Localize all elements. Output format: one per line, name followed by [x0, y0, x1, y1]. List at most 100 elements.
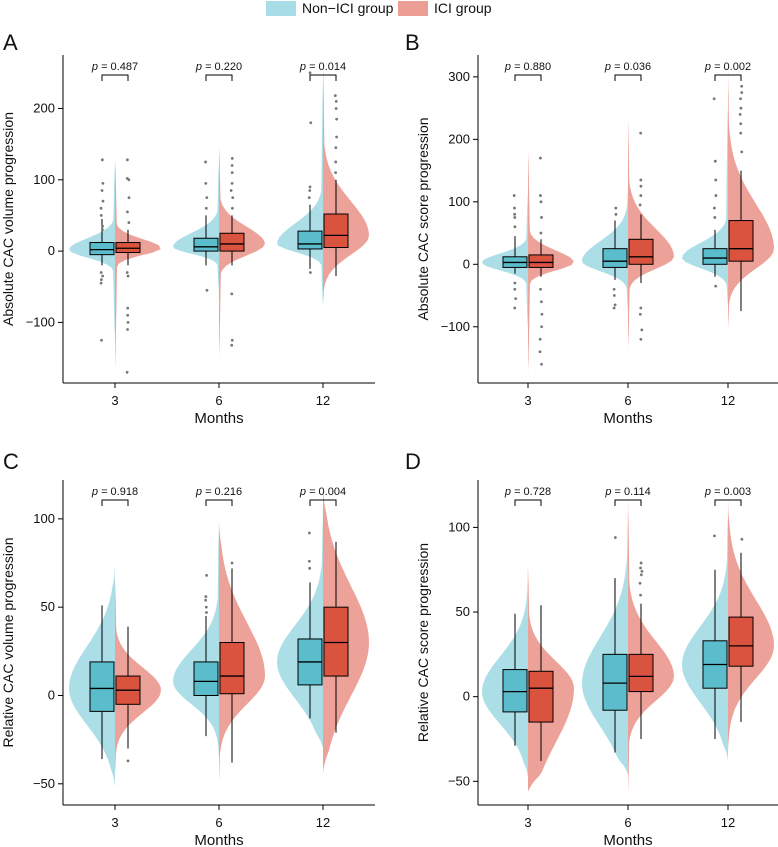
x-tick-label: 6 — [624, 815, 631, 830]
outlier-point-ici — [539, 288, 542, 291]
panel-label-a: A — [3, 30, 18, 55]
x-tick-label: 12 — [316, 815, 330, 830]
outlier-point-ici — [740, 107, 743, 110]
legend-label-ici: ICI group — [434, 0, 492, 16]
outlier-point-non-ici — [308, 189, 311, 192]
outlier-point-ici — [231, 157, 234, 160]
outlier-point-non-ici — [205, 196, 208, 199]
p-symbol: p — [91, 486, 98, 498]
outlier-point-non-ici — [514, 225, 517, 228]
x-axis-label: Months — [194, 410, 243, 427]
y-tick-label: 0 — [463, 689, 470, 704]
panel-a-chart: −1000100200Absolute CAC volume progressi… — [0, 55, 375, 427]
p-symbol: p — [504, 61, 511, 73]
p-value-label: p = 0.114 — [604, 486, 650, 498]
box-ici — [116, 243, 140, 253]
p-symbol: p — [604, 486, 611, 498]
outlier-point-ici — [639, 313, 642, 316]
outlier-point-non-ici — [713, 534, 716, 537]
outlier-point-non-ici — [205, 574, 208, 577]
violin-non-ici — [173, 517, 219, 763]
p-symbol: p — [91, 61, 98, 73]
outlier-point-non-ici — [714, 285, 717, 288]
panel-b-chart: −1000100200300Absolute CAC score progres… — [415, 55, 778, 427]
outlier-point-ici — [334, 94, 337, 97]
p-value-bracket — [102, 75, 128, 81]
outlier-point-ici — [639, 594, 642, 597]
p-value-label: p = 0.728 — [504, 486, 551, 498]
outlier-point-non-ici — [309, 121, 312, 124]
outlier-point-non-ici — [513, 207, 516, 210]
box-ici — [324, 607, 348, 676]
outlier-point-ici — [640, 328, 643, 331]
outlier-point-non-ici — [308, 196, 311, 199]
violin-non-ici — [277, 73, 323, 308]
outlier-point-ici — [639, 567, 642, 570]
p-symbol: p — [299, 486, 306, 498]
outlier-point-ici — [740, 91, 743, 94]
outlier-point-non-ici — [101, 225, 104, 228]
outlier-point-non-ici — [513, 194, 516, 197]
outlier-point-ici — [740, 150, 743, 153]
outlier-point-ici — [231, 207, 234, 210]
outlier-point-non-ici — [101, 158, 104, 161]
outlier-point-ici — [230, 292, 233, 295]
p-value-label: p = 0.002 — [704, 61, 751, 73]
outlier-point-ici — [639, 132, 642, 135]
y-axis-label: Relative CAC volume progression — [0, 537, 16, 747]
y-tick-label: −100 — [441, 319, 470, 334]
p-value-label: p = 0.880 — [504, 61, 551, 73]
legend-swatch-non-ici — [266, 1, 296, 16]
y-tick-label: −50 — [33, 776, 55, 791]
p-symbol: p — [704, 486, 711, 498]
outlier-point-ici — [231, 196, 234, 199]
outlier-point-ici — [126, 210, 129, 213]
p-value-number: = 0.918 — [98, 486, 138, 498]
outlier-point-ici — [127, 221, 130, 224]
x-tick-label: 12 — [316, 393, 330, 408]
p-symbol: p — [195, 486, 202, 498]
outlier-point-non-ici — [100, 214, 103, 217]
box-non-ici — [603, 654, 627, 710]
outlier-point-ici — [640, 573, 643, 576]
outlier-point-ici — [127, 321, 130, 324]
outlier-point-non-ici — [615, 213, 618, 216]
outlier-point-non-ici — [715, 194, 718, 197]
outlier-point-non-ici — [513, 307, 516, 310]
outlier-point-ici — [539, 157, 542, 160]
p-value-number: = 0.002 — [711, 61, 751, 73]
outlier-point-non-ici — [713, 216, 716, 219]
outlier-point-non-ici — [614, 207, 617, 210]
outlier-point-ici — [126, 371, 129, 374]
outlier-point-ici — [540, 200, 543, 203]
outlier-point-non-ici — [308, 567, 311, 570]
outlier-point-ici — [740, 538, 743, 541]
outlier-point-non-ici — [205, 606, 208, 609]
outlier-point-non-ici — [514, 297, 517, 300]
outlier-point-ici — [231, 182, 234, 185]
y-tick-label: 0 — [48, 687, 55, 702]
outlier-point-non-ici — [513, 216, 516, 219]
outlier-point-ici — [231, 164, 234, 167]
p-value-number: = 0.220 — [202, 61, 242, 73]
p-value-number: = 0.004 — [306, 486, 346, 498]
outlier-point-ici — [540, 216, 543, 219]
figure: Non−ICI group ICI group A B C D −1000100… — [0, 0, 778, 847]
p-value-number: = 0.728 — [511, 486, 551, 498]
y-tick-label: 200 — [448, 131, 470, 146]
y-tick-label: 100 — [33, 172, 55, 187]
outlier-point-ici — [127, 275, 130, 278]
legend-label-non-ici: Non−ICI group — [302, 0, 394, 16]
outlier-point-ici — [230, 189, 233, 192]
outlier-point-non-ici — [308, 532, 311, 535]
p-value-bracket — [206, 500, 232, 506]
box-ici — [324, 214, 348, 248]
violin-non-ici — [173, 158, 219, 294]
outlier-point-non-ici — [102, 200, 105, 203]
outlier-point-ici — [640, 185, 643, 188]
outlier-point-ici — [230, 344, 233, 347]
p-value-number: = 0.880 — [511, 61, 551, 73]
outlier-point-non-ici — [205, 207, 208, 210]
x-axis-label: Months — [603, 832, 652, 847]
box-ici — [629, 239, 653, 264]
